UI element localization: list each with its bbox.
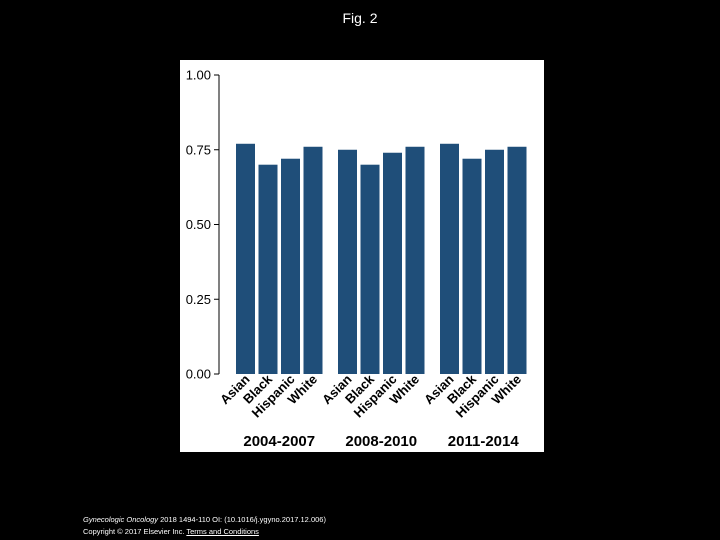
footer: Gynecologic Oncology 2018 1494-110 OI: (…	[83, 514, 326, 538]
bar	[281, 158, 300, 374]
bar	[440, 143, 459, 374]
bar	[303, 146, 323, 374]
bar	[405, 146, 425, 374]
bar	[507, 146, 527, 374]
citation-text: 2018 1494-110 OI: (10.1016/j.ygyno.2017.…	[158, 515, 326, 524]
bar	[360, 164, 380, 374]
y-tick-label: 0.50	[186, 217, 211, 232]
citation-line: Gynecologic Oncology 2018 1494-110 OI: (…	[83, 514, 326, 526]
bar	[236, 143, 255, 374]
copyright-line: Copyright © 2017 Elsevier Inc. Terms and…	[83, 526, 326, 538]
y-tick-label: 0.00	[186, 367, 211, 382]
bar	[485, 149, 504, 374]
bar	[462, 158, 482, 374]
figure-panel: 0.00 0.25 0.50 0.75 1.00 Asian Black Hispanic Wh…	[180, 60, 544, 452]
bar	[383, 152, 402, 374]
bar	[338, 149, 357, 374]
x-group-label: 2008-2010	[345, 433, 417, 450]
bar-chart: 0.000.250.500.751.00AsianBlackHispanicWh…	[186, 68, 527, 450]
y-tick-label: 0.25	[186, 292, 211, 307]
slide-title: Fig. 2	[342, 10, 378, 26]
terms-link[interactable]: Terms and Conditions	[186, 527, 259, 536]
y-tick-label: 1.00	[186, 68, 211, 83]
x-group-label: 2004-2007	[243, 433, 315, 450]
copyright-text: Copyright © 2017 Elsevier Inc.	[83, 527, 185, 536]
x-group-label: 2011-2014	[448, 433, 520, 450]
bar	[258, 164, 278, 374]
y-tick-label: 0.75	[186, 142, 211, 157]
journal-name: Gynecologic Oncology	[83, 515, 159, 524]
